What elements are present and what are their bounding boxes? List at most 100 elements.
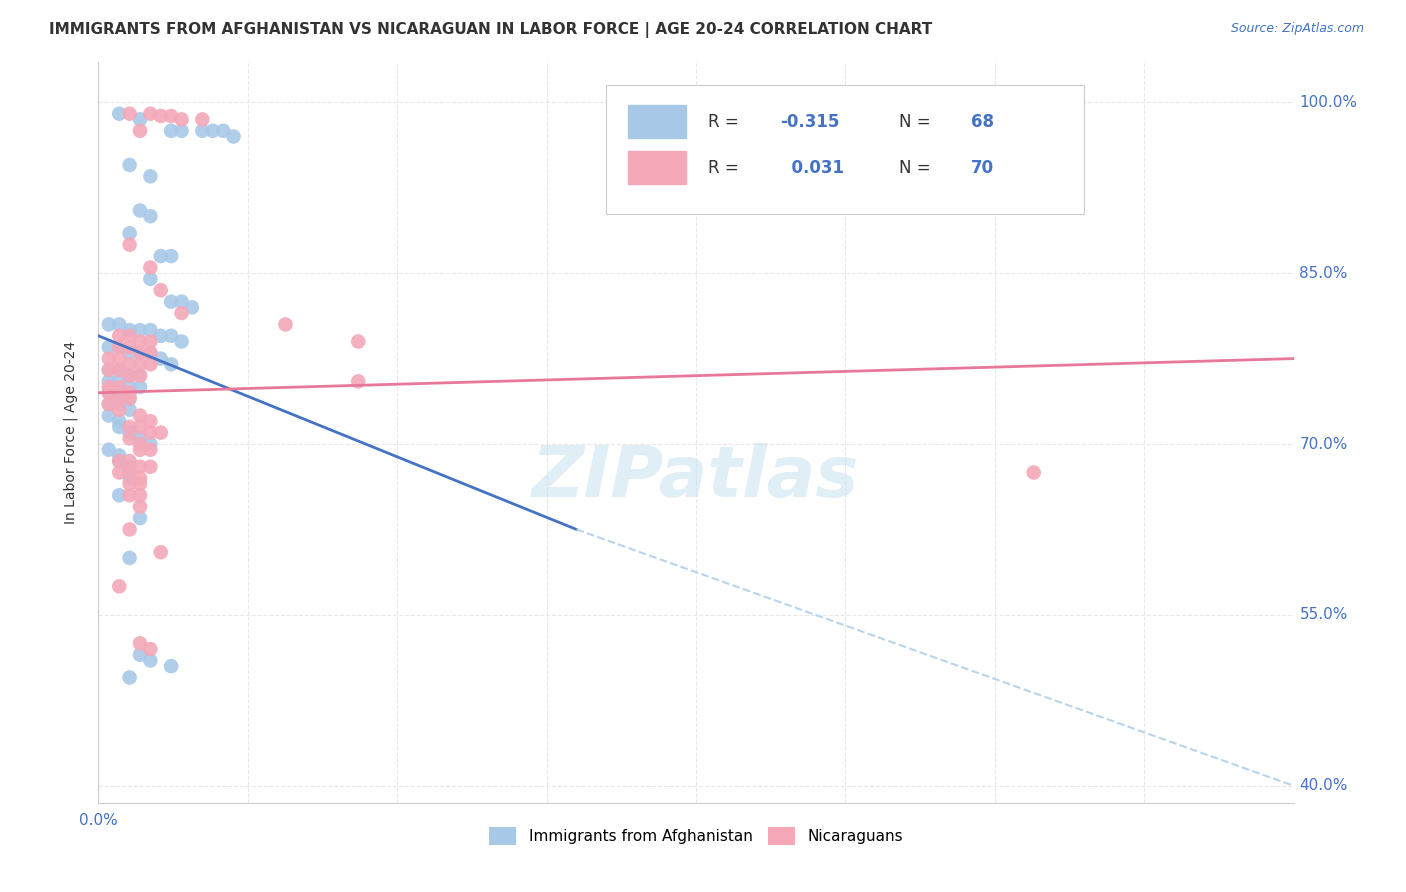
Point [160, 109, 183, 123]
Point [118, 158, 141, 172]
Text: R =: R = [709, 112, 744, 130]
Text: 55.0%: 55.0% [1299, 607, 1348, 623]
Point [97, 442, 120, 457]
Point [108, 392, 131, 406]
Point [97, 318, 120, 332]
FancyBboxPatch shape [628, 105, 686, 138]
Point [118, 488, 141, 502]
Point [170, 334, 193, 349]
Point [129, 431, 152, 445]
Point [118, 471, 141, 485]
Point [139, 323, 162, 337]
Text: IMMIGRANTS FROM AFGHANISTAN VS NICARAGUAN IN LABOR FORCE | AGE 20-24 CORRELATION: IMMIGRANTS FROM AFGHANISTAN VS NICARAGUA… [49, 22, 932, 38]
Point [129, 124, 152, 138]
Legend: Immigrants from Afghanistan, Nicaraguans: Immigrants from Afghanistan, Nicaraguans [482, 821, 910, 851]
Point [108, 420, 131, 434]
Point [108, 363, 131, 377]
Point [149, 283, 172, 297]
Point [181, 301, 204, 315]
Point [118, 402, 141, 417]
Text: 70: 70 [972, 159, 994, 177]
Point [139, 346, 162, 360]
Point [129, 442, 152, 457]
Point [97, 380, 120, 394]
Y-axis label: In Labor Force | Age 20-24: In Labor Force | Age 20-24 [63, 341, 77, 524]
Text: 0.031: 0.031 [780, 159, 844, 177]
Point [149, 328, 172, 343]
Point [129, 346, 152, 360]
Text: R =: R = [709, 159, 744, 177]
Point [108, 414, 131, 428]
Point [97, 385, 120, 400]
Point [108, 318, 131, 332]
Point [274, 318, 297, 332]
Point [129, 346, 152, 360]
Point [97, 375, 120, 389]
Point [160, 357, 183, 371]
Point [129, 511, 152, 525]
Point [118, 671, 141, 685]
Point [118, 550, 141, 565]
FancyBboxPatch shape [628, 152, 686, 184]
Point [129, 203, 152, 218]
Point [139, 653, 162, 667]
Point [129, 112, 152, 127]
Point [97, 363, 120, 377]
Point [108, 380, 131, 394]
Point [108, 397, 131, 411]
Point [108, 375, 131, 389]
Point [129, 334, 152, 349]
Point [212, 124, 235, 138]
Point [160, 294, 183, 309]
Point [118, 466, 141, 480]
Point [108, 579, 131, 593]
Point [139, 209, 162, 223]
Point [118, 459, 141, 474]
Text: 85.0%: 85.0% [1299, 266, 1348, 281]
Point [149, 425, 172, 440]
Point [118, 523, 141, 537]
Text: 68: 68 [972, 112, 994, 130]
Point [97, 409, 120, 423]
Point [108, 449, 131, 463]
Point [129, 437, 152, 451]
Point [191, 124, 214, 138]
Point [222, 129, 245, 144]
Point [118, 420, 141, 434]
Text: 70.0%: 70.0% [1299, 436, 1348, 451]
Point [129, 357, 152, 371]
Point [170, 294, 193, 309]
Point [108, 363, 131, 377]
Point [139, 437, 162, 451]
Point [1022, 466, 1045, 480]
Point [347, 334, 370, 349]
Point [139, 357, 162, 371]
Text: 100.0%: 100.0% [1299, 95, 1358, 110]
Point [160, 659, 183, 673]
Point [191, 112, 214, 127]
Point [129, 368, 152, 383]
Point [108, 328, 131, 343]
Point [118, 106, 141, 120]
Point [108, 106, 131, 120]
Point [118, 328, 141, 343]
Point [170, 306, 193, 320]
Point [129, 368, 152, 383]
Point [129, 323, 152, 337]
Text: -0.315: -0.315 [780, 112, 839, 130]
Point [118, 346, 141, 360]
Point [118, 392, 141, 406]
Point [118, 380, 141, 394]
Point [129, 500, 152, 514]
Point [139, 272, 162, 286]
Point [108, 402, 131, 417]
Point [139, 442, 162, 457]
Point [149, 545, 172, 559]
Point [149, 351, 172, 366]
Point [118, 476, 141, 491]
Point [118, 357, 141, 371]
Point [149, 109, 172, 123]
Point [108, 454, 131, 468]
Text: ZIPatlas: ZIPatlas [533, 442, 859, 511]
Point [139, 459, 162, 474]
